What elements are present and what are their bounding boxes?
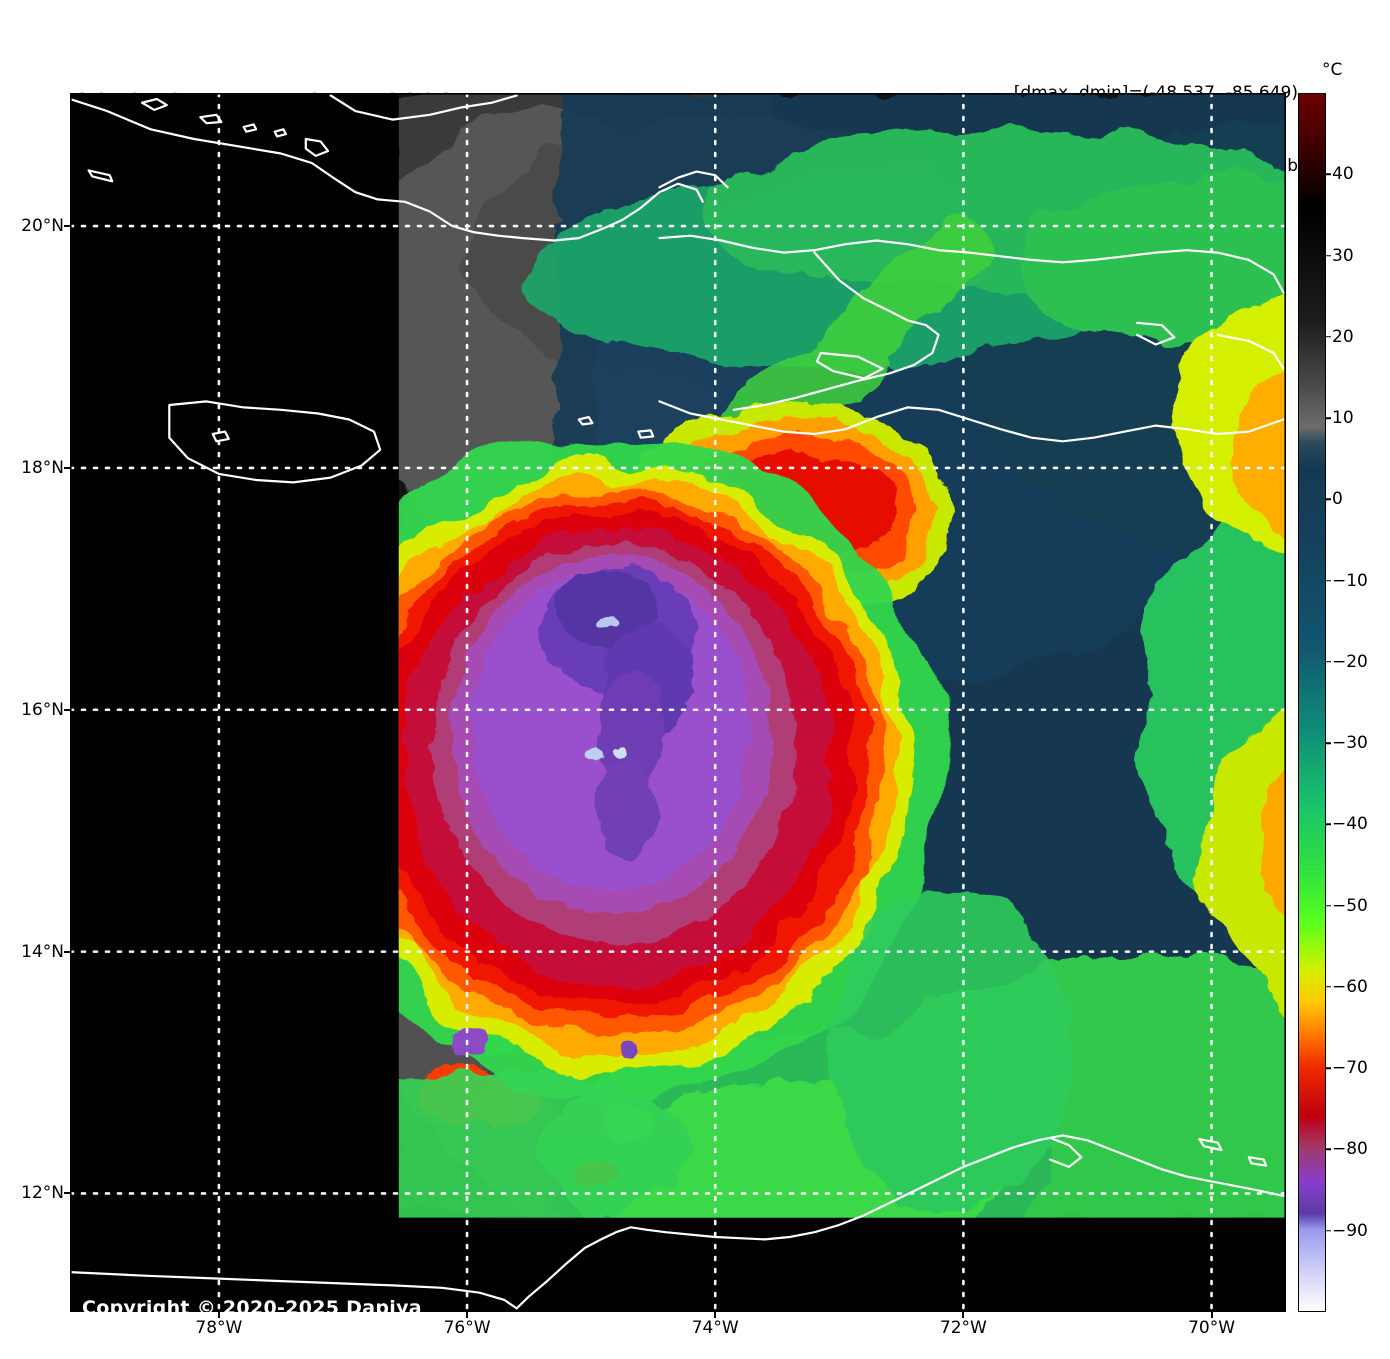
x-axis-tick-mark xyxy=(962,1312,965,1318)
colorbar-gradient xyxy=(1299,94,1325,1311)
colorbar-tick-mark xyxy=(1326,742,1331,744)
colorbar-tick-label: −50 xyxy=(1332,895,1368,916)
colorbar-tick-mark xyxy=(1326,823,1331,826)
colorbar-tick-label: −80 xyxy=(1332,1139,1368,1160)
y-axis-tick-mark xyxy=(64,1192,70,1195)
colorbar-tick-mark xyxy=(1326,417,1331,419)
x-axis-tick-mark xyxy=(714,1312,717,1318)
colorbar-tick-label: −20 xyxy=(1332,651,1368,672)
y-axis-tick-label: 20°N xyxy=(21,216,64,237)
x-axis-tick-label: 70°W xyxy=(1188,1318,1236,1338)
colorbar-tick-label: −90 xyxy=(1332,1220,1368,1241)
colorbar-tick-mark xyxy=(1326,254,1331,257)
colorbar-tick-mark xyxy=(1326,579,1331,582)
x-axis-tick-label: 72°W xyxy=(939,1318,987,1338)
y-axis-tick-label: 14°N xyxy=(21,941,64,962)
x-axis-tick-label: 76°W xyxy=(443,1318,491,1338)
y-axis-tick-mark xyxy=(64,950,70,953)
colorbar-tick-mark xyxy=(1326,1148,1331,1151)
x-axis-tick-mark xyxy=(217,1312,220,1318)
colorbar-tick-label: 10 xyxy=(1332,408,1354,429)
colorbar-tick-label: −10 xyxy=(1332,570,1368,591)
colorbar-tick-mark xyxy=(1326,661,1331,663)
colorbar-tick-label: 40 xyxy=(1332,164,1354,185)
colorbar-tick-label: −40 xyxy=(1332,814,1368,835)
satellite-imagery-canvas xyxy=(70,93,1286,1312)
copyright-label: Copyright © 2020-2025 Dapiya xyxy=(82,1297,422,1319)
colorbar-tick-mark xyxy=(1326,1229,1331,1232)
colorbar-tick-label: −70 xyxy=(1332,1058,1368,1079)
y-axis-tick-mark xyxy=(64,225,70,228)
y-axis-tick-label: 12°N xyxy=(21,1183,64,1204)
colorbar-tick-label: 20 xyxy=(1332,326,1354,347)
x-axis-tick-label: 74°W xyxy=(691,1318,739,1338)
colorbar-tick-label: 0 xyxy=(1332,489,1343,510)
satellite-plot-area[interactable] xyxy=(70,93,1286,1312)
y-axis-tick-label: 18°N xyxy=(21,457,64,478)
y-axis-tick-mark xyxy=(64,708,70,711)
y-axis-tick-mark xyxy=(64,466,70,469)
colorbar-tick-mark xyxy=(1326,904,1331,907)
colorbar-unit-label: °C xyxy=(1322,60,1343,80)
colorbar-tick-label: −30 xyxy=(1332,733,1368,754)
colorbar-tick-mark xyxy=(1326,173,1331,176)
x-axis-tick-mark xyxy=(1210,1312,1213,1318)
colorbar-tick-label: 30 xyxy=(1332,245,1354,266)
colorbar-tick-label: −60 xyxy=(1332,976,1368,997)
colorbar-tick-mark xyxy=(1326,986,1331,988)
colorbar-tick-mark xyxy=(1326,336,1331,338)
y-axis-tick-label: 16°N xyxy=(21,699,64,720)
x-axis-tick-mark xyxy=(466,1312,469,1318)
x-axis-tick-label: 78°W xyxy=(195,1318,243,1338)
colorbar[interactable] xyxy=(1298,93,1326,1312)
colorbar-tick-mark xyxy=(1326,1067,1331,1069)
colorbar-tick-mark xyxy=(1326,498,1331,501)
